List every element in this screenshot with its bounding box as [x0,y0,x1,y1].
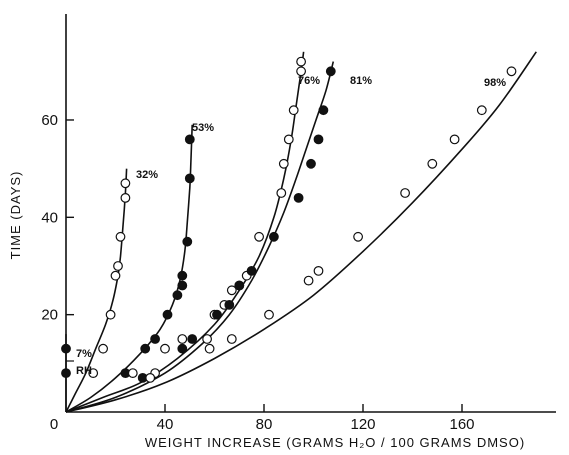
series-5-point [264,309,274,320]
series-1-point [120,178,131,189]
series-4-point [313,134,324,145]
series-1-point [113,261,123,271]
series-3-point [296,66,307,77]
series-1-point [110,270,121,281]
series-5-label: 98% [484,77,506,89]
x-tick-label: 120 [350,416,375,433]
series-5-point [303,275,314,286]
series-3-point [177,334,188,344]
series-5-point [400,188,411,198]
y-tick-label: 60 [41,112,58,129]
y-axis-title: TIME (DAYS) [8,171,23,260]
series-3-line [65,51,305,413]
ticks: 0 40 80 120 160 20 40 60 [41,112,474,433]
series-1-point [105,309,116,320]
series-4-point [234,280,245,291]
series-1-label: 32% [136,169,158,181]
series-0-label: RH [76,365,92,377]
series-2-point [184,134,195,145]
series-3-label: 76% [298,75,320,87]
y-tick-label: 40 [41,209,58,226]
series-5-point [204,343,215,354]
series-3-point [202,334,213,344]
series-2-point [182,236,193,247]
x-tick-label: 0 [50,416,58,433]
series-3-point [226,285,237,296]
series-3-point [288,105,299,116]
series-4-point [318,105,329,116]
series-4-point [293,192,304,203]
series-4-point [224,300,235,310]
series-4-point [212,309,222,320]
series-5-point [506,66,517,77]
series-1-point [88,368,99,379]
series-1-point [115,231,126,242]
y-tick-label: 20 [41,307,58,324]
series-4-point [246,266,257,276]
series-3-point [278,158,289,169]
series-5-line [65,51,537,413]
x-tick-label: 160 [449,416,474,433]
series-5-point [313,266,324,276]
series-0-point [61,343,71,354]
series-2-point [140,343,151,354]
series-2-point [150,334,161,344]
x-axis-title: WEIGHT INCREASE (GRAMS H₂O / 100 GRAMS D… [145,435,525,450]
series-1-line [65,168,128,413]
series-3-point [254,231,265,242]
series-1-point [98,343,108,354]
series-3-point [296,56,307,67]
series-5-point [353,231,364,242]
series-5-point [449,134,460,145]
series-5-point [226,334,237,344]
axes [65,14,556,413]
series-2-point [184,173,195,184]
series-4-point [269,231,279,242]
series-3-point [127,368,138,379]
series-4-label: 81% [350,75,372,87]
series-curves [65,51,537,413]
series-2-point [172,290,183,301]
series-3-point [160,343,170,354]
series-4-point [325,66,336,77]
series-3-point [276,188,287,198]
series-0-label: 7% [76,348,92,360]
series-0-point [61,368,71,379]
series-2-point [177,270,188,281]
series-1-point [120,192,131,203]
series-4-line [65,61,335,413]
series-4-point [177,343,188,354]
series-5-point [427,158,438,169]
series-2-point [177,280,188,291]
series-2-point [162,309,173,320]
series-4-point [306,158,316,169]
series-markers [61,56,517,383]
series-5-point [476,105,487,116]
x-tick-label: 80 [256,416,273,433]
series-4-point [187,334,198,344]
x-tick-label: 40 [157,416,174,433]
series-3-point [283,134,294,145]
series-labels: 7% RH 32% 53% 76% 81% 98% [66,75,506,377]
series-5-point [145,373,156,383]
series-2-label: 53% [192,122,214,134]
